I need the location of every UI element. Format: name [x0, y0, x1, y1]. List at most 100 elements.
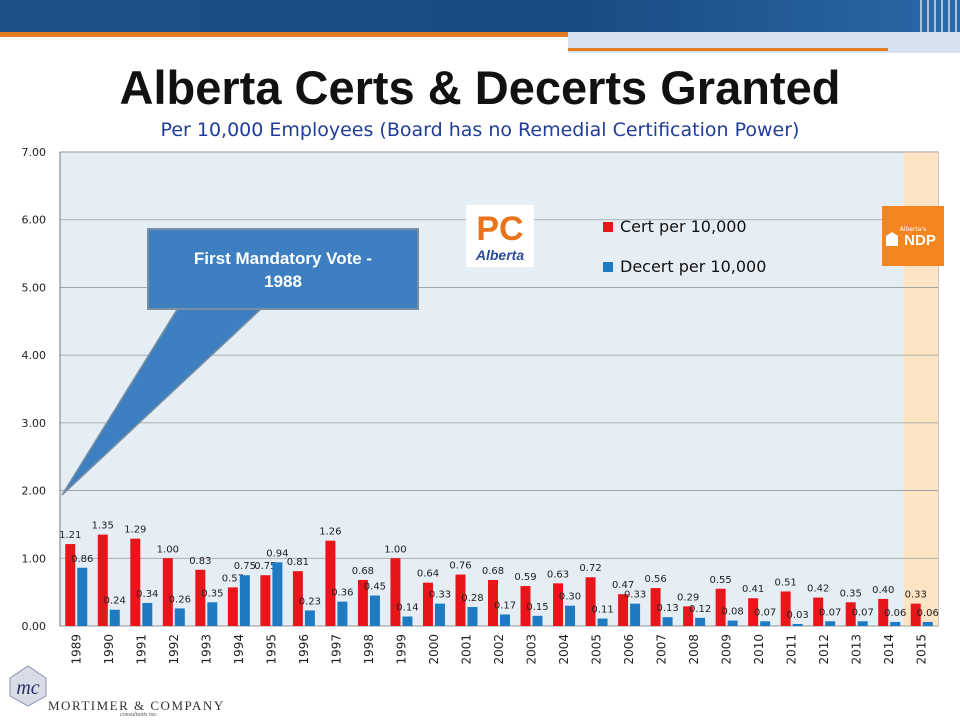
data-label: 1.00	[157, 544, 179, 555]
data-label: 0.29	[677, 592, 699, 603]
cert-bar	[357, 579, 368, 626]
x-tick-label: 2014	[882, 634, 896, 665]
decert-bar	[500, 614, 510, 626]
data-label: 0.41	[742, 584, 764, 595]
cert-bar	[162, 558, 173, 626]
legend: Cert per 10,000 Decert per 10,000	[603, 217, 766, 276]
data-label: 0.51	[775, 577, 797, 588]
callout-text-line1: First Mandatory Vote -	[194, 249, 372, 268]
cert-bar	[650, 588, 661, 626]
cert-bar	[813, 597, 824, 626]
data-label: 0.12	[689, 604, 711, 615]
cert-bar	[748, 598, 759, 626]
company-name: MORTIMER & COMPANY	[48, 698, 225, 713]
cert-bar	[455, 574, 466, 626]
x-tick-label: 2006	[622, 634, 636, 665]
company-subtitle: consultants inc.	[120, 712, 158, 718]
cert-bar	[780, 591, 791, 626]
callout-box	[147, 228, 419, 310]
x-tick-label: 1990	[102, 634, 116, 665]
data-label: 0.63	[547, 569, 569, 580]
data-label: 1.26	[319, 527, 341, 538]
data-label: 0.75	[254, 561, 276, 572]
slide-title: Alberta Certs & Decerts Granted	[119, 61, 841, 114]
decert-bar	[630, 603, 641, 626]
decert-bar	[109, 609, 120, 626]
data-label: 0.47	[612, 580, 634, 591]
decert-bar	[207, 602, 218, 626]
data-label: 0.59	[514, 572, 536, 583]
data-label: 0.33	[624, 590, 646, 601]
data-label: 0.07	[819, 607, 841, 618]
data-label: 0.06	[917, 608, 939, 619]
x-tick-label: 1995	[264, 634, 278, 665]
data-label: 0.07	[754, 607, 776, 618]
callout-text-line2: 1988	[264, 272, 302, 291]
x-tick-label: 2008	[687, 634, 701, 665]
x-tick-label: 2004	[557, 634, 571, 665]
legend-swatch	[603, 222, 613, 232]
decert-bar	[662, 617, 673, 626]
accent-line	[0, 32, 568, 37]
y-tick-label: 2.00	[22, 485, 47, 498]
data-label: 0.08	[721, 607, 743, 618]
x-tick-label: 1997	[329, 634, 343, 665]
x-tick-label: 2011	[785, 634, 799, 665]
data-label: 0.86	[71, 554, 93, 565]
cert-bar	[878, 598, 889, 626]
slide-subtitle: Per 10,000 Employees (Board has no Remed…	[160, 119, 800, 141]
data-label: 0.30	[559, 592, 581, 603]
decert-bar	[760, 621, 771, 626]
decert-bar	[142, 602, 153, 626]
cert-bar	[130, 538, 141, 626]
x-tick-label: 1991	[134, 634, 148, 665]
accent-block	[568, 32, 960, 53]
cert-bar	[683, 606, 694, 626]
decert-bar	[467, 607, 478, 626]
data-label: 0.35	[840, 588, 862, 599]
cert-bar	[422, 582, 433, 626]
cert-bar	[585, 577, 596, 626]
data-label: 0.57	[222, 573, 244, 584]
top-banner	[0, 0, 960, 32]
decert-bar	[272, 562, 283, 626]
decert-bar	[890, 621, 901, 626]
y-tick-label: 5.00	[22, 281, 47, 294]
cert-bar	[520, 586, 531, 626]
data-label: 1.00	[384, 544, 406, 555]
data-label: 0.24	[104, 596, 126, 607]
cert-bar	[325, 540, 336, 626]
data-label: 0.35	[201, 588, 223, 599]
x-tick-label: 1996	[297, 634, 311, 665]
data-label: 0.28	[461, 593, 483, 604]
data-label: 0.81	[287, 557, 309, 568]
data-label: 0.34	[136, 589, 158, 600]
data-label: 0.68	[482, 566, 504, 577]
x-tick-label: 2000	[427, 634, 441, 665]
decert-bar	[174, 608, 185, 626]
data-label: 1.35	[92, 521, 114, 532]
mortimer-logo-icon: mc	[9, 665, 47, 707]
x-tick-label: 2009	[720, 634, 734, 665]
pc-logo-mark: PC	[476, 210, 523, 248]
decert-bar	[825, 621, 836, 626]
x-tick-label: 2015	[915, 634, 929, 665]
decert-bar	[857, 621, 868, 626]
cert-bar	[97, 534, 108, 626]
x-tick-label: 2003	[525, 634, 539, 665]
cert-bar	[227, 587, 238, 626]
data-label: 0.55	[709, 575, 731, 586]
ndp-logo-small: Alberta's	[900, 226, 927, 233]
data-label: 0.03	[787, 610, 809, 621]
data-label: 0.17	[494, 600, 516, 611]
accent-line-2	[568, 48, 888, 51]
data-label: 0.75	[234, 561, 256, 572]
cert-bar	[292, 571, 303, 626]
y-tick-label: 7.00	[22, 146, 47, 159]
pc-logo-word: Alberta	[475, 247, 524, 263]
data-label: 1.29	[124, 525, 146, 536]
decert-bar	[239, 575, 250, 626]
data-label: 0.45	[364, 582, 386, 593]
data-label: 0.64	[417, 569, 439, 580]
